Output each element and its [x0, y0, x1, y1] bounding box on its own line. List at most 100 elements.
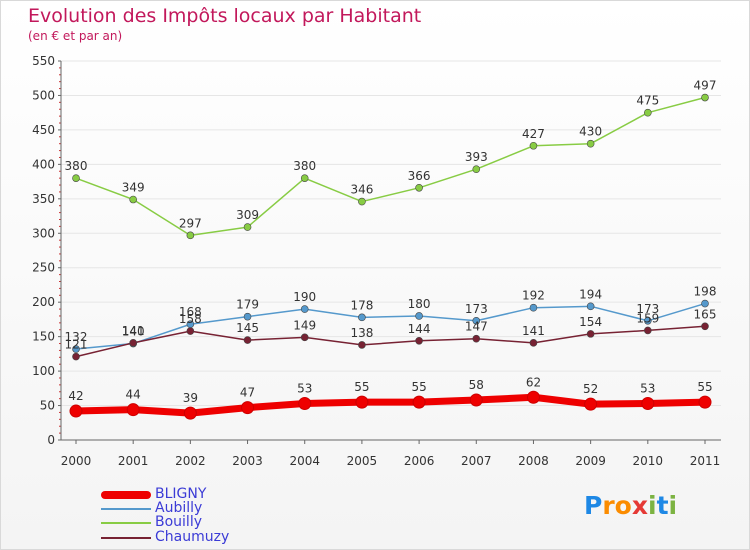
y-tick-label: 500 — [32, 88, 55, 102]
x-tick-label: 2010 — [633, 454, 664, 468]
y-tick-label: 550 — [32, 54, 55, 68]
data-label: 147 — [465, 320, 488, 334]
data-point — [644, 326, 652, 335]
data-label: 366 — [408, 169, 431, 183]
data-label: 140 — [122, 325, 145, 339]
data-label: 138 — [350, 326, 373, 340]
legend-label: Chaumuzy — [155, 529, 230, 545]
data-point — [358, 341, 366, 349]
legend-swatch — [101, 522, 151, 524]
data-label: 475 — [636, 94, 659, 108]
data-point — [358, 197, 366, 206]
data-label: 180 — [408, 297, 431, 311]
data-label: 430 — [579, 125, 602, 139]
series-line — [75, 302, 706, 350]
legend-swatch — [101, 491, 151, 499]
data-label: 173 — [636, 302, 659, 316]
data-point — [300, 174, 309, 182]
data-label: 168 — [179, 305, 202, 319]
data-label: 309 — [236, 208, 259, 222]
data-point — [72, 345, 80, 353]
data-point — [529, 303, 538, 312]
data-label: 393 — [465, 150, 488, 164]
data-point — [644, 316, 652, 325]
data-point — [644, 108, 652, 117]
logo-letter: x — [631, 491, 648, 520]
logo-letter: P — [584, 491, 603, 520]
data-point — [355, 395, 369, 409]
series-aubilly: 132 140 168 179 190 178 180 173 192 194 173 198 — [65, 285, 717, 353]
data-label: 144 — [408, 322, 431, 336]
data-point — [412, 395, 426, 409]
logo-letter: t — [656, 491, 669, 520]
data-point — [72, 352, 80, 361]
data-point — [243, 312, 252, 321]
data-point — [472, 334, 481, 343]
data-point — [300, 305, 309, 313]
data-label: 297 — [179, 216, 202, 230]
y-tick-label: 400 — [32, 157, 55, 171]
data-point — [358, 313, 366, 322]
data-label: 42 — [68, 389, 83, 403]
data-label: 198 — [694, 285, 717, 299]
data-label: 192 — [522, 289, 545, 303]
data-point — [698, 395, 712, 409]
data-point — [243, 223, 252, 231]
x-tick-label: 2004 — [289, 454, 320, 468]
data-label: 141 — [122, 324, 145, 338]
data-label: 349 — [122, 181, 145, 195]
data-point — [641, 396, 655, 410]
x-tick-label: 2005 — [347, 454, 378, 468]
y-tick-label: 200 — [32, 295, 55, 309]
legend-label: Aubilly — [155, 500, 203, 516]
chart-subtitle: (en € et par an) — [28, 29, 123, 43]
data-point — [415, 312, 423, 320]
data-label: 52 — [583, 382, 598, 396]
data-label: 497 — [694, 79, 717, 93]
data-point — [183, 406, 197, 420]
data-label: 141 — [522, 324, 545, 338]
data-point — [472, 165, 481, 173]
data-label: 121 — [65, 338, 88, 352]
data-label: 380 — [65, 159, 88, 173]
data-point — [186, 327, 195, 335]
data-point — [529, 339, 538, 347]
data-point — [469, 393, 483, 407]
x-tick-label: 2011 — [690, 454, 721, 468]
data-label: 53 — [640, 381, 655, 395]
data-point — [186, 231, 195, 240]
data-point — [701, 93, 709, 102]
data-label: 62 — [526, 375, 541, 389]
data-point — [241, 401, 255, 415]
data-point — [126, 403, 140, 417]
x-tick-label: 2002 — [175, 454, 206, 468]
data-point — [69, 404, 83, 418]
y-tick-label: 100 — [32, 364, 55, 378]
y-tick-label: 50 — [40, 399, 55, 413]
data-label: 55 — [697, 380, 712, 394]
data-label: 55 — [411, 380, 426, 394]
series-line — [75, 325, 706, 358]
y-tick-label: 0 — [47, 433, 55, 447]
y-tick-label: 450 — [32, 123, 55, 137]
data-label: 47 — [240, 386, 255, 400]
data-point — [701, 322, 709, 331]
data-point — [586, 330, 595, 338]
series-bligny: 42 44 39 47 53 55 55 58 62 52 53 55 — [68, 375, 713, 420]
data-point — [472, 316, 481, 325]
data-label: 346 — [350, 183, 373, 197]
data-label: 145 — [236, 321, 259, 335]
data-label: 165 — [694, 307, 717, 321]
data-point — [529, 141, 538, 150]
data-label: 39 — [183, 391, 198, 405]
x-tick-label: 2003 — [232, 454, 263, 468]
data-point — [298, 396, 312, 410]
data-point — [129, 339, 137, 347]
series-line — [72, 393, 709, 417]
data-label: 55 — [354, 380, 369, 394]
data-point — [300, 333, 309, 342]
data-label: 132 — [65, 330, 88, 344]
x-tick-label: 2007 — [461, 454, 492, 468]
